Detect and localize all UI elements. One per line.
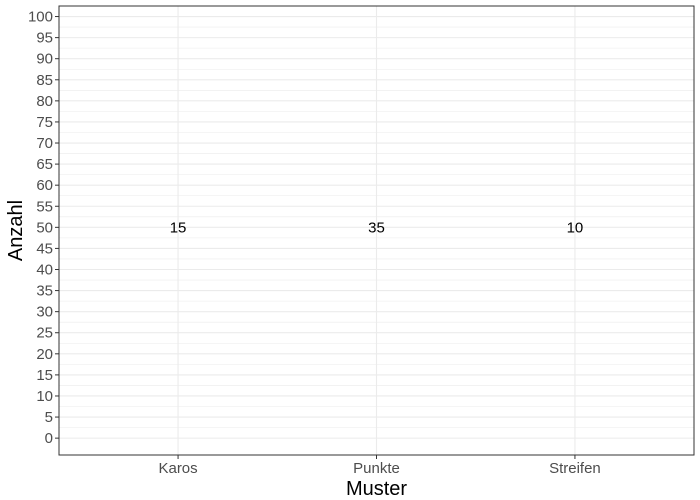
- y-tick-label: 65: [36, 156, 53, 173]
- data-label: 10: [567, 219, 584, 236]
- data-label: 15: [170, 219, 187, 236]
- x-axis: Karos Punkte Streifen: [158, 455, 601, 477]
- y-tick-label: 85: [36, 72, 53, 89]
- y-tick-label: 80: [36, 93, 53, 110]
- y-tick-label: 5: [45, 409, 53, 426]
- y-tick-label: 90: [36, 51, 53, 68]
- y-tick-label: 55: [36, 198, 53, 215]
- y-axis-title: Anzahl: [5, 200, 27, 261]
- data-label: 35: [368, 219, 385, 236]
- y-tick-label: 60: [36, 177, 53, 194]
- y-tick-label: 25: [36, 325, 53, 342]
- y-tick-label: 70: [36, 135, 53, 152]
- y-tick-label: 10: [36, 388, 53, 405]
- y-tick-label: 100: [28, 9, 53, 26]
- x-axis-title: Muster: [346, 478, 407, 500]
- x-tick-label: Streifen: [549, 460, 601, 477]
- data-labels-layer: 15 35 10: [170, 219, 584, 236]
- y-tick-label: 15: [36, 367, 53, 384]
- y-tick-label: 45: [36, 240, 53, 257]
- y-tick-label: 40: [36, 261, 53, 278]
- y-tick-label: 95: [36, 30, 53, 47]
- y-tick-label: 75: [36, 114, 53, 131]
- y-tick-label: 30: [36, 304, 53, 321]
- x-tick-label: Punkte: [353, 460, 400, 477]
- y-axis: 0 5 10 15 20 25 30 35 40 45 50 55 60 65 70 75 80 85 90 95 10…: [28, 9, 59, 447]
- y-tick-label: 20: [36, 346, 53, 363]
- y-tick-label: 0: [45, 430, 53, 447]
- grid-layer: [59, 6, 694, 455]
- x-tick-label: Karos: [158, 460, 197, 477]
- y-tick-label: 35: [36, 283, 53, 300]
- y-tick-label: 50: [36, 219, 53, 236]
